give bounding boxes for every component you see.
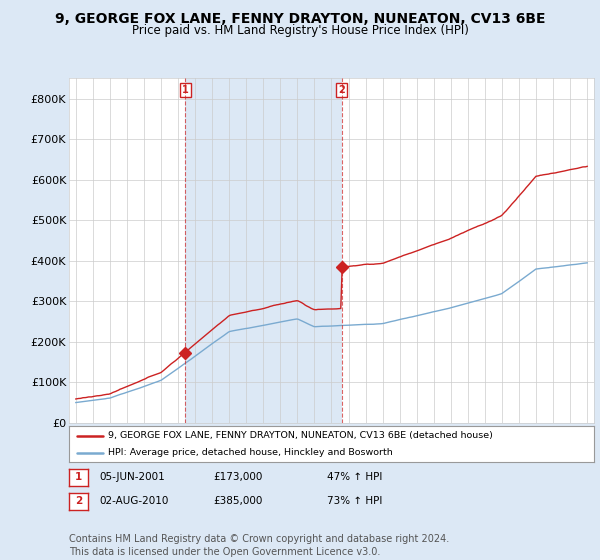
Text: 47% ↑ HPI: 47% ↑ HPI — [327, 472, 382, 482]
Text: Price paid vs. HM Land Registry's House Price Index (HPI): Price paid vs. HM Land Registry's House … — [131, 24, 469, 36]
Text: 1: 1 — [75, 472, 82, 482]
Text: 9, GEORGE FOX LANE, FENNY DRAYTON, NUNEATON, CV13 6BE: 9, GEORGE FOX LANE, FENNY DRAYTON, NUNEA… — [55, 12, 545, 26]
Text: HPI: Average price, detached house, Hinckley and Bosworth: HPI: Average price, detached house, Hinc… — [109, 449, 393, 458]
Text: 02-AUG-2010: 02-AUG-2010 — [99, 496, 169, 506]
Text: 2: 2 — [338, 85, 345, 95]
Text: £385,000: £385,000 — [213, 496, 262, 506]
Text: £173,000: £173,000 — [213, 472, 262, 482]
Text: 05-JUN-2001: 05-JUN-2001 — [99, 472, 165, 482]
Text: 1: 1 — [182, 85, 189, 95]
Text: 73% ↑ HPI: 73% ↑ HPI — [327, 496, 382, 506]
Bar — [185, 78, 341, 423]
Text: 2: 2 — [75, 496, 82, 506]
Text: Contains HM Land Registry data © Crown copyright and database right 2024.
This d: Contains HM Land Registry data © Crown c… — [69, 534, 449, 557]
Text: 9, GEORGE FOX LANE, FENNY DRAYTON, NUNEATON, CV13 6BE (detached house): 9, GEORGE FOX LANE, FENNY DRAYTON, NUNEA… — [109, 431, 493, 440]
